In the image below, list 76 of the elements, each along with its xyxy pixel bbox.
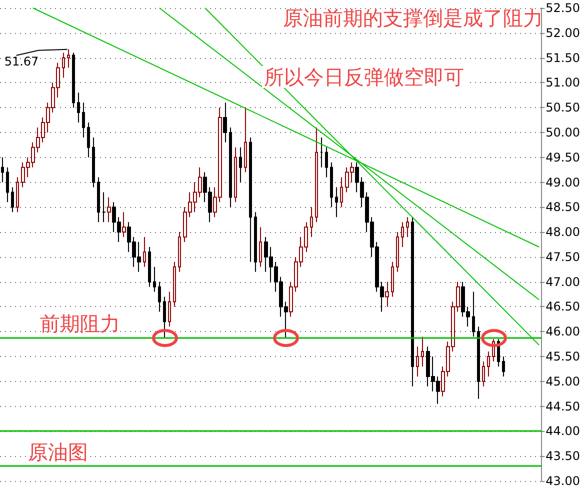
y-tick-label: 50.00 [546,125,580,140]
candlestick [163,296,166,338]
candlestick [102,192,106,223]
candlestick [401,222,404,248]
candlestick [67,48,70,68]
candlestick [97,176,100,223]
candlestick [148,246,151,288]
candlestick [6,166,9,203]
candlestick [77,92,80,124]
candlestick [62,52,65,78]
candlestick [502,356,505,377]
annotation: 51.67 [4,54,39,68]
candlestick [411,216,414,387]
candlestick [153,266,156,292]
candlestick [421,336,424,367]
y-tick-label: 44.50 [546,399,580,414]
candlestick [178,232,181,272]
ref-line-label: 前期阻力 [40,312,120,336]
candlestick [340,176,343,208]
y-tick-label: 44.00 [546,424,580,438]
candlestick [391,261,394,298]
candlestick [16,176,19,213]
annotation: 原油图 [28,440,88,464]
candlestick [234,146,237,203]
candlestick [82,102,85,138]
candlestick [335,186,338,218]
candlestick [416,346,419,377]
y-tick-label: 45.00 [546,374,580,388]
annotation: 所以今日反弹做空即可 [264,65,464,89]
candlestick [229,126,232,208]
candlestick [122,212,126,238]
y-tick-label: 46.00 [546,324,580,339]
y-tick-label: 52.50 [546,1,580,15]
y-tick-label: 46.50 [546,300,580,314]
candlestick [158,281,161,312]
y-tick-label: 51.00 [546,76,580,90]
candlestick [87,122,90,158]
y-tick-label: 43.00 [546,474,580,488]
annotation: 原油前期的支撑倒是成了阻力 [283,6,543,30]
candlestick [11,186,14,213]
candlestick [482,361,485,387]
candlestick [143,236,146,268]
y-tick-label: 49.50 [546,150,580,164]
candlestick [487,351,490,377]
y-tick-label: 47.00 [546,274,580,289]
candlestick [1,156,4,183]
y-tick-label: 48.00 [546,225,580,240]
candlestick [107,196,111,223]
candlestick [239,146,242,183]
candlestick [330,162,333,208]
candlestick [244,107,247,173]
candlestick [254,212,257,272]
y-tick-label: 51.50 [546,50,580,65]
candlestick [320,136,323,168]
y-tick-label: 49.00 [546,175,580,190]
y-tick-label: 52.00 [546,26,580,40]
candlestick [92,136,95,188]
candlestick [406,216,409,238]
candlestick [72,52,75,108]
y-tick-label: 48.50 [546,200,580,214]
y-tick-label: 50.50 [546,100,580,115]
y-tick-label: 45.50 [546,350,580,364]
candlestick [223,102,227,143]
candlestick [396,232,399,272]
candlestick [310,206,313,238]
y-tick-label: 43.50 [546,449,580,464]
candlestick [477,326,480,400]
candlestick [472,291,475,338]
candlestick [168,291,171,328]
candlestick [173,261,176,308]
candlestick [259,226,262,268]
candlestick [249,136,252,262]
y-tick-label: 47.50 [546,250,580,264]
candlestick [325,146,328,178]
candlestick [315,126,318,223]
candlestick [385,281,389,308]
